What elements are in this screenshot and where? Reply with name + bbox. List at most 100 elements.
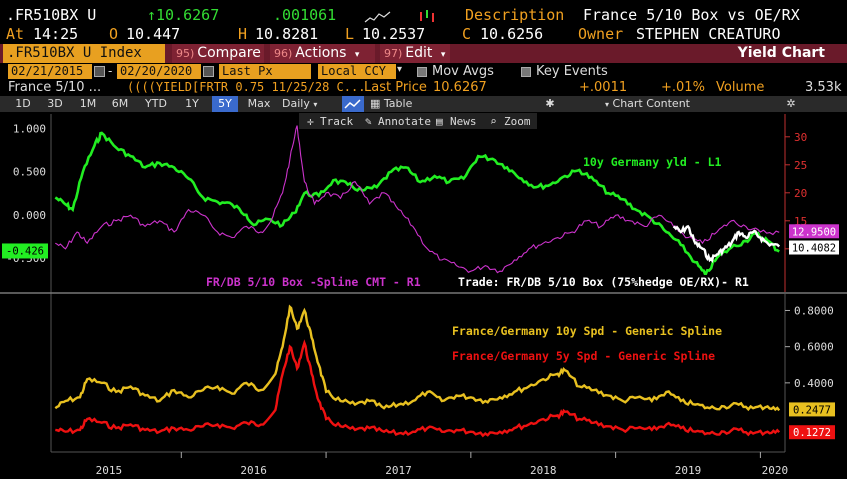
series-label: FR/DB 5/10 Box -Spline CMT - R1	[206, 275, 421, 289]
quote-time: 14:25	[33, 25, 79, 43]
mov-avgs-checkbox[interactable]	[417, 67, 427, 77]
last-value-text: 0.2477	[793, 404, 831, 416]
period-1y[interactable]: 1Y	[185, 97, 199, 110]
last-value-text: 0.1272	[793, 427, 831, 439]
series-line	[55, 339, 781, 438]
chart-settings: 02/21/2015 - 02/20/2020 Last Px Local CC…	[0, 64, 847, 80]
date-separator: -	[108, 64, 113, 78]
series-label: France/Germany 10y Spd - Generic Spline	[452, 324, 722, 338]
line-chart-icon[interactable]	[342, 96, 364, 112]
period-5y[interactable]: 5Y	[212, 96, 238, 112]
series-label: Trade: FR/DB 5/10 Box (75%hedge OE/RX)- …	[458, 275, 749, 289]
period-1d[interactable]: 1D	[15, 97, 31, 110]
last-price: ↑10.6267	[147, 6, 220, 24]
page-title: Yield Chart	[737, 45, 825, 61]
calendar-icon[interactable]	[94, 66, 105, 77]
settings-icon[interactable]: ✱	[545, 97, 555, 110]
menu-bar: .FR510BX U Index 95) Compare 96) Actions ▾…	[0, 44, 847, 63]
annotate-icon[interactable]: ✎	[365, 115, 372, 128]
volume-label: Volume	[716, 80, 765, 95]
last-value-tag	[789, 240, 839, 255]
mov-avgs-label: Mov Avgs	[432, 64, 494, 79]
yield-formula: ((((YIELD[FRTR 0.75 11/25/28 C...	[127, 80, 366, 94]
last-value-tag	[2, 243, 48, 259]
low-value: 10.2537	[362, 25, 426, 43]
chevron-down-icon: ▾	[605, 100, 610, 109]
y-right-tick-label: 0.8000	[794, 304, 834, 317]
x-tick-label: 2016	[240, 464, 267, 477]
gear-icon[interactable]: ✲	[786, 97, 796, 110]
y-left-tick-label: 1.000	[13, 123, 46, 136]
close-value: 10.6256	[480, 25, 544, 43]
field-select[interactable]: Last Px	[219, 64, 311, 79]
y-right-tick-label: 0.4000	[794, 377, 834, 390]
change-abs: +.0011	[579, 80, 628, 95]
end-date-input[interactable]: 02/20/2020	[117, 64, 201, 79]
series-line	[54, 304, 781, 412]
bar-chart-icon	[420, 10, 434, 22]
calendar-icon[interactable]	[203, 66, 214, 77]
chart-toolbar: 1D 3D 1M 6M YTD 1Y 5Y Max Daily ▾ ▦ Tabl…	[0, 96, 847, 112]
chevron-down-icon: ▾	[354, 50, 360, 60]
period-6m[interactable]: 6M	[111, 97, 129, 110]
series-line	[672, 224, 781, 264]
change-pct: +.01%	[661, 80, 705, 95]
chevron-down-icon[interactable]: ▾	[397, 64, 403, 75]
chart-content-label: Chart Content	[612, 97, 690, 110]
period-ytd[interactable]: YTD	[145, 97, 167, 110]
series-label: France/Germany 5y Spd - Generic Spline	[452, 349, 715, 363]
period-1m[interactable]: 1M	[79, 97, 97, 110]
last-value-tag	[789, 402, 835, 417]
period-3d[interactable]: 3D	[47, 97, 63, 110]
y-right-tick-label: 0.6000	[794, 341, 834, 354]
volume-value: 3.53k	[805, 80, 842, 95]
series-label-bg	[204, 275, 432, 289]
security-name: France 5/10 ...	[8, 80, 102, 95]
edit-label: Edit	[405, 45, 433, 61]
track-icon[interactable]: ✛	[307, 115, 314, 128]
chart-content-button[interactable]: ▾ Chart Content	[605, 96, 700, 112]
frequency-select[interactable]: Daily ▾	[282, 96, 332, 112]
security-field[interactable]: .FR510BX U Index	[3, 44, 165, 63]
last-value-text: 10.4082	[792, 243, 836, 255]
series-label: 10y Germany yld - L1	[583, 155, 722, 169]
annotate-button[interactable]: Annotate	[378, 115, 431, 128]
last-value-tag	[789, 224, 839, 239]
y-left-tick-label: 0.000	[13, 209, 46, 222]
actions-button[interactable]: 96) Actions ▾	[270, 44, 375, 63]
close-label: C	[462, 25, 472, 43]
ticker: .FR510BX U	[6, 6, 97, 24]
compare-button[interactable]: 95) Compare	[172, 44, 264, 63]
table-button[interactable]: ▦ Table	[370, 96, 420, 112]
actions-label: Actions	[295, 45, 347, 61]
chart-tools-bar	[299, 113, 537, 129]
zoom-button[interactable]: Zoom	[504, 115, 531, 128]
high-value: 10.8281	[255, 25, 319, 43]
track-button[interactable]: Track	[320, 115, 353, 128]
compare-label: Compare	[197, 45, 261, 61]
edit-button[interactable]: 97) Edit ▾	[380, 44, 450, 63]
start-date-input[interactable]: 02/21/2015	[8, 64, 92, 79]
high-label: H	[238, 25, 248, 43]
news-button[interactable]: News	[450, 115, 477, 128]
series-line	[55, 125, 780, 274]
news-icon[interactable]: ▤	[436, 115, 443, 128]
x-tick-label: 2020	[762, 464, 789, 477]
table-label: Table	[383, 97, 413, 110]
owner-label: Owner	[578, 25, 624, 43]
last-value-text: 12.9500	[792, 226, 836, 238]
key-events-checkbox[interactable]	[521, 67, 531, 77]
at-label: At	[6, 25, 25, 43]
last-value-text: -0.426	[6, 245, 44, 257]
currency-select[interactable]: Local CCY	[318, 64, 396, 79]
last-value-tag	[789, 425, 835, 440]
last-price-label: Last Price	[364, 80, 427, 95]
security-info: France 5/10 ... ((((YIELD[FRTR 0.75 11/2…	[0, 80, 847, 96]
chevron-down-icon: ▾	[313, 100, 318, 109]
quote-header: .FR510BX U ↑10.6267 .001061 Description …	[0, 6, 847, 26]
period-max[interactable]: Max	[247, 97, 271, 110]
y-right-tick-label: 25	[794, 159, 807, 172]
zoom-icon[interactable]: ⌕	[490, 115, 497, 128]
compare-shortcut: 95)	[176, 47, 195, 60]
frequency-label: Daily	[282, 97, 310, 110]
